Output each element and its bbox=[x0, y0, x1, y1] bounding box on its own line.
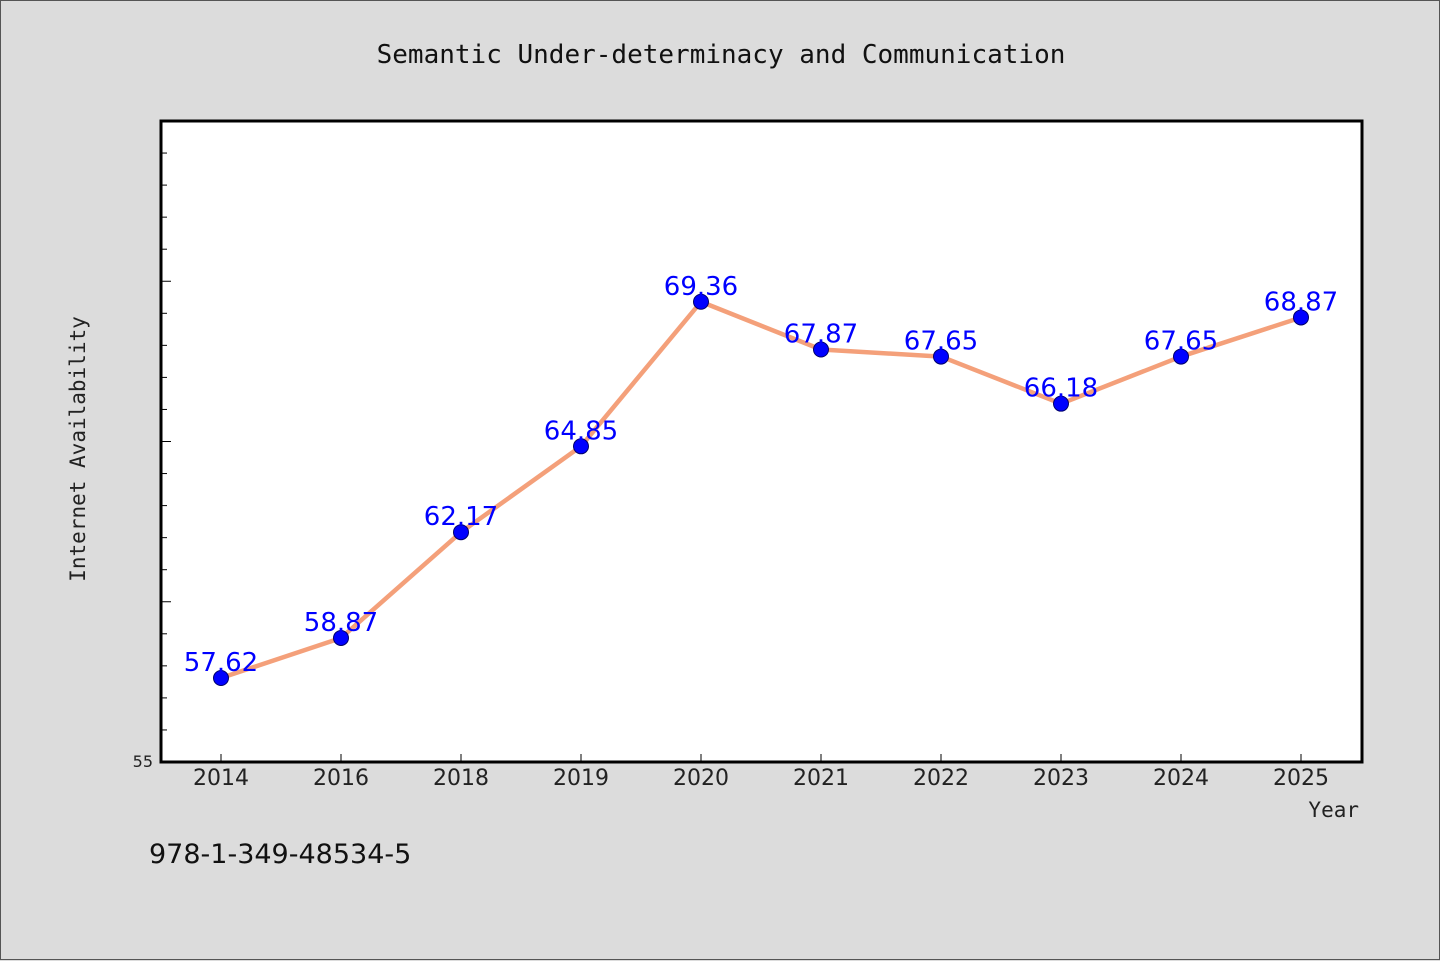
chart-title: Semantic Under-determinacy and Communica… bbox=[377, 40, 1066, 70]
x-axis-ticks bbox=[220, 754, 1302, 762]
data-point bbox=[333, 629, 349, 646]
x-axis-tick-labels: 2014 2016 2018 2019 2020 2021 2022 2023 2024 2025 bbox=[193, 766, 1329, 791]
data-point bbox=[1173, 348, 1189, 365]
x-tick-label: 2019 bbox=[553, 766, 609, 791]
data-label: 69.36 bbox=[664, 272, 738, 302]
x-tick-label: 2018 bbox=[433, 766, 489, 791]
data-label: 62.17 bbox=[424, 502, 498, 532]
y-axis-label: Internet Availability bbox=[66, 316, 90, 582]
data-label: 57.62 bbox=[184, 648, 258, 678]
data-point bbox=[213, 670, 229, 687]
data-label: 67.65 bbox=[904, 327, 978, 357]
data-label: 64.85 bbox=[544, 416, 618, 446]
x-tick-label: 2020 bbox=[673, 766, 729, 791]
x-tick-label: 2024 bbox=[1153, 766, 1209, 791]
y-tick-label: 55 bbox=[133, 752, 153, 771]
x-tick-label: 2016 bbox=[313, 766, 369, 791]
plot-area bbox=[159, 119, 1364, 764]
data-point bbox=[1053, 395, 1069, 412]
data-point bbox=[573, 438, 589, 455]
data-point bbox=[453, 524, 469, 541]
data-label: 67.87 bbox=[784, 320, 858, 350]
data-label: 58.87 bbox=[304, 608, 378, 638]
data-label: 68.87 bbox=[1264, 287, 1338, 317]
data-point bbox=[1293, 309, 1309, 326]
x-tick-label: 2023 bbox=[1033, 766, 1089, 791]
x-axis-label: Year bbox=[1308, 798, 1359, 822]
data-point bbox=[813, 341, 829, 358]
footnote-code: 978-1-349-48534-5 bbox=[149, 839, 411, 870]
data-label: 67.65 bbox=[1144, 327, 1218, 357]
data-label-group: 57.62 58.87 62.17 64.85 69.36 67.87 67.65 66.18… bbox=[184, 272, 1338, 678]
x-tick-label: 2025 bbox=[1273, 766, 1329, 791]
x-tick-label: 2014 bbox=[193, 766, 249, 791]
data-label: 66.18 bbox=[1024, 374, 1098, 404]
marker-group bbox=[213, 293, 1309, 687]
data-point bbox=[933, 348, 949, 365]
series-line bbox=[220, 299, 1302, 681]
x-tick-label: 2021 bbox=[793, 766, 849, 791]
data-point bbox=[693, 293, 709, 310]
x-tick-label: 2022 bbox=[913, 766, 969, 791]
series-group bbox=[220, 299, 1302, 681]
y-axis-ticks bbox=[161, 120, 171, 763]
